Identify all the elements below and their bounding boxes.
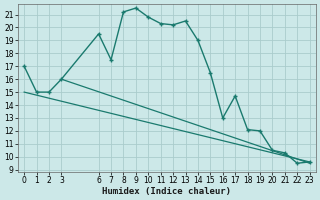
X-axis label: Humidex (Indice chaleur): Humidex (Indice chaleur): [102, 187, 231, 196]
